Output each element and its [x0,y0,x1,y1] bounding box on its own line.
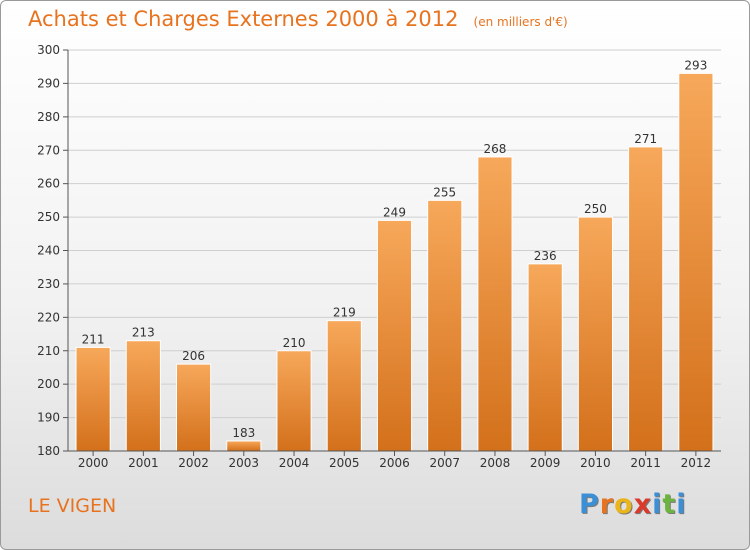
y-tick-label: 230 [37,277,60,291]
x-tick-label: 2010 [580,456,611,470]
x-tick-label: 2011 [630,456,661,470]
logo-letter: o [614,489,634,520]
x-tick-label: 2005 [329,456,360,470]
chart-subtitle: (en milliers d'€) [473,15,568,29]
bar-value-label: 206 [182,349,205,363]
bar-2008 [477,156,513,452]
x-tick-label: 2012 [681,456,712,470]
y-tick-label: 300 [37,43,60,57]
y-tick-label: 280 [37,110,60,124]
bar-2012 [678,72,714,452]
y-tick-label: 250 [37,210,60,224]
y-tick-label: 200 [37,377,60,391]
chart-title: Achats et Charges Externes 2000 à 2012 (… [28,7,568,31]
bar-value-label: 236 [534,249,557,263]
y-tick-label: 270 [37,143,60,157]
bar-2000 [75,346,111,452]
chart-title-text: Achats et Charges Externes 2000 à 2012 [28,7,459,31]
x-tick-label: 2000 [78,456,109,470]
bar-2011 [628,146,664,452]
bar-2009 [527,263,563,452]
y-tick-label: 210 [37,344,60,358]
bar-2003 [226,440,262,452]
x-tick-label: 2008 [480,456,511,470]
bars: 211 213 206 183 210 219 249 255 268 236 250 271 293 [75,58,714,452]
commune-name: LE VIGEN [28,495,117,517]
x-tick-label: 2004 [279,456,310,470]
bar-value-label: 249 [383,205,406,219]
logo-letter: r [599,489,615,520]
logo-letter: x [633,489,653,520]
bar-value-label: 219 [333,306,356,320]
x-tick-label: 2007 [429,456,460,470]
bar-2004 [276,350,312,452]
bar-value-label: 293 [684,58,707,72]
x-tick-label: 2006 [379,456,410,470]
bar-2006 [376,219,413,452]
y-tick-label: 220 [37,310,60,324]
x-tick-label: 2002 [178,456,209,470]
bar-value-label: 255 [433,185,456,199]
logo-letter: i [652,489,663,520]
logo-letter: P [579,489,600,520]
x-tick-label: 2009 [530,456,561,470]
bar-value-label: 211 [82,332,105,346]
y-tick-label: 290 [37,76,60,90]
bar-2002 [175,363,212,452]
bar-value-label: 213 [132,326,155,340]
y-tick-label: 190 [37,411,60,425]
bar-value-label: 250 [584,202,607,216]
x-tick-label: 2001 [128,456,159,470]
bar-value-label: 210 [283,336,306,350]
bar-2007 [427,199,463,452]
y-tick-label: 180 [37,444,60,458]
logo-letter: i [676,489,687,520]
proxiti-logo: Proxiti [579,489,687,520]
bar-2010 [577,216,614,452]
y-tick-label: 260 [37,177,60,191]
bar-value-label: 271 [634,132,657,146]
logo-letter: t [662,489,677,520]
bar-value-label: 183 [232,426,255,440]
bar-2001 [125,340,161,452]
axes: 180 190 200 210 220 230 240 250 260 270 280 290 300 2… [37,43,721,470]
bar-value-label: 268 [484,142,507,156]
y-tick-label: 240 [37,244,60,258]
bar-2005 [326,320,362,452]
x-tick-label: 2003 [229,456,260,470]
